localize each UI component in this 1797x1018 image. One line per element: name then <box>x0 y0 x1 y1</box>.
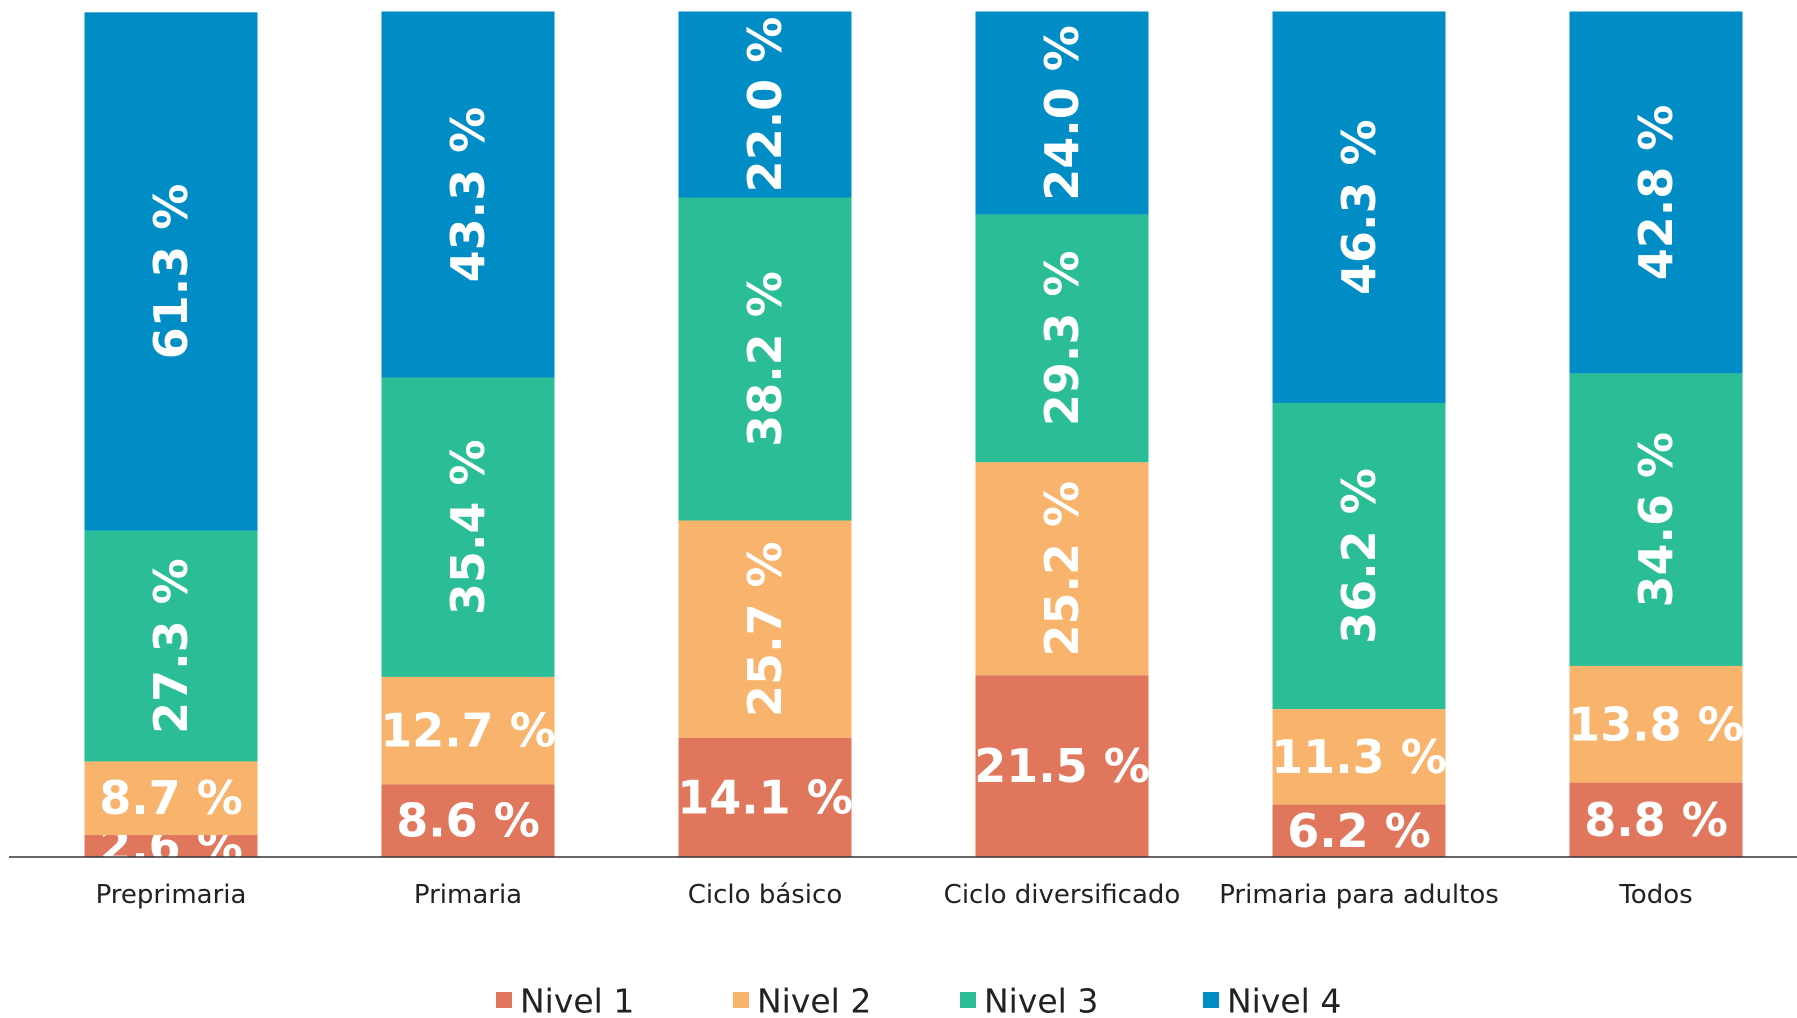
data-label: 22.0 % <box>738 17 792 193</box>
bar-segment <box>381 784 555 857</box>
x-tick-label: Ciclo diversificado <box>943 880 1181 910</box>
legend-label: Nivel 2 <box>757 982 871 1018</box>
data-label: 24.0 % <box>1035 25 1089 201</box>
data-label: 25.7 % <box>738 541 792 717</box>
data-label: 11.3 % <box>1271 730 1447 784</box>
bar-segment <box>975 11 1149 215</box>
legend-swatch <box>496 992 512 1008</box>
data-label: 13.8 % <box>1568 697 1744 751</box>
data-label: 38.2 % <box>738 271 792 447</box>
bar-segment <box>84 530 258 762</box>
x-tick-label: Primaria para adultos <box>1219 880 1499 910</box>
bar-segment <box>678 737 852 857</box>
data-label: 34.6 % <box>1629 432 1683 608</box>
data-label: 8.6 % <box>396 794 540 848</box>
legend-label: Nivel 4 <box>1227 982 1341 1018</box>
data-label: 29.3 % <box>1035 250 1089 426</box>
data-label: 12.7 % <box>380 704 556 758</box>
data-label: 21.5 % <box>974 739 1150 793</box>
data-label: 42.8 % <box>1629 105 1683 281</box>
bar-segment <box>678 11 852 198</box>
legend-label: Nivel 3 <box>984 982 1098 1018</box>
bar-segment <box>678 197 852 521</box>
bar-segment <box>84 761 258 836</box>
bar-segment <box>381 676 555 785</box>
bar-segment <box>1569 665 1743 783</box>
data-label: 6.2 % <box>1287 804 1431 858</box>
bar-segment <box>1272 402 1446 710</box>
bar-segment <box>1272 804 1446 857</box>
x-tick-label: Primaria <box>413 880 523 910</box>
legend-swatch <box>733 992 749 1008</box>
bar-segment <box>84 835 258 857</box>
data-label: 36.2 % <box>1332 468 1386 644</box>
bar-segment <box>1272 709 1446 805</box>
x-tick-label: Ciclo básico <box>687 880 843 910</box>
bar-segment <box>1569 11 1743 374</box>
bar-segment <box>975 214 1149 463</box>
bar-segment <box>381 11 555 378</box>
data-label: 27.3 % <box>144 558 198 734</box>
data-label: 8.7 % <box>99 771 243 825</box>
bar-segment <box>1569 782 1743 857</box>
bar-segment <box>678 520 852 738</box>
legend-swatch <box>1203 992 1219 1008</box>
bar-segment <box>1272 11 1446 403</box>
data-label: 61.3 % <box>144 184 198 360</box>
data-label: 46.3 % <box>1332 119 1386 295</box>
bar-segment <box>975 462 1149 676</box>
data-label: 25.2 % <box>1035 481 1089 657</box>
data-label: 14.1 % <box>677 770 853 824</box>
bar-segment <box>1569 373 1743 666</box>
legend-swatch <box>960 992 976 1008</box>
x-tick-label: Todos <box>1619 880 1693 910</box>
bar-segment <box>84 12 258 531</box>
x-tick-label: Preprimaria <box>95 880 247 910</box>
data-label: 43.3 % <box>441 107 495 283</box>
bar-segment <box>381 377 555 677</box>
data-label: 35.4 % <box>441 439 495 615</box>
data-label: 8.8 % <box>1584 793 1728 847</box>
bar-segment <box>975 675 1149 857</box>
legend-label: Nivel 1 <box>520 982 634 1018</box>
